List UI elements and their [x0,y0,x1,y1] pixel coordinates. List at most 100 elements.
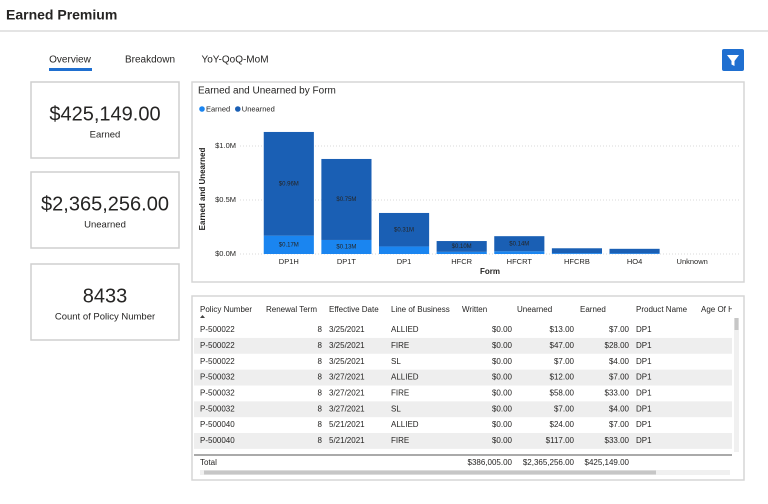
table-cell: P-500040 [200,436,235,445]
column-header: Product Name [636,305,688,314]
table-card [192,296,744,480]
x-tick-label: DP1 [397,257,412,266]
table-cell: $0.00 [492,325,513,334]
page-title: Earned Premium [6,7,117,23]
x-tick-label: HFCRT [507,257,533,266]
data-label: $0.13M [336,245,356,251]
table-cell: 3/25/2021 [329,325,365,334]
x-axis-title: Form [480,267,500,276]
table-cell: P-500032 [200,389,235,398]
table-cell: DP1 [636,357,652,366]
table-cell: DP1 [636,389,652,398]
table-cell: FIRE [391,389,409,398]
total-cell: $2,365,256.00 [523,458,575,467]
data-label: $0.17M [279,242,299,248]
v-scrollbar-thumb[interactable] [735,318,739,330]
tab[interactable]: YoY-QoQ-MoM [201,55,268,66]
bar-segment [437,252,487,254]
tab[interactable]: Overview [49,55,91,66]
x-tick-label: Unknown [677,257,708,266]
data-label: $0.31M [394,227,414,233]
table-cell: $24.00 [550,420,575,429]
table-cell: SL [391,357,401,366]
table-cell: $12.00 [550,373,575,382]
cards: $425,149.00Earned$2,365,256.00Unearned84… [31,82,179,340]
legend-label: Earned [206,104,230,113]
table-cell: $13.00 [550,325,575,334]
kpi-value: 8433 [83,285,128,307]
y-tick-label: $0.0M [215,249,236,258]
data-label: $0.14M [509,241,529,247]
bar-segment [494,251,544,254]
table-cell: $0.00 [492,389,513,398]
table-cell: 3/25/2021 [329,341,365,350]
bar-segment [552,248,602,253]
table-cell: P-500040 [200,420,235,429]
table-cell: P-500032 [200,373,235,382]
column-header: Written [462,305,487,314]
v-scrollbar[interactable] [734,318,739,452]
column-header: Unearned [517,305,552,314]
table-cell: 8 [318,420,323,429]
table-cell: $0.00 [492,420,513,429]
bar-segment [552,253,602,254]
filter-button[interactable] [722,49,744,71]
legend-marker [199,106,205,112]
table-cell: DP1 [636,341,652,350]
table-cell: $0.00 [492,436,513,445]
table-cell: $28.00 [605,341,630,350]
table-cell: 8 [318,325,323,334]
table-cell: 5/21/2021 [329,420,365,429]
y-tick-label: $0.5M [215,195,236,204]
legend-label: Unearned [242,104,275,113]
x-tick-label: HFCR [451,257,472,266]
table-cell: 8 [318,341,323,350]
tab[interactable]: Breakdown [125,55,175,66]
table-cell: ALLIED [391,420,419,429]
table-cell: SL [391,404,401,413]
column-header: Line of Business [391,305,450,314]
table-cell: $4.00 [609,357,630,366]
table-cell: 3/27/2021 [329,404,365,413]
kpi-label: Unearned [84,220,126,231]
chart-title: Earned and Unearned by Form [198,86,336,97]
table-cell: 8 [318,373,323,382]
table-cell: 3/25/2021 [329,357,365,366]
table-cell: P-500032 [200,404,235,413]
column-header: Effective Date [329,305,379,314]
legend-marker [235,106,241,112]
table-cell: 3/27/2021 [329,389,365,398]
table-cell: DP1 [636,420,652,429]
data-label: $0.96M [279,181,299,187]
table-cell: $0.00 [492,373,513,382]
table-cell: DP1 [636,436,652,445]
x-tick-label: HFCRB [564,257,590,266]
h-scrollbar-thumb[interactable] [204,471,656,475]
table-cell: $7.00 [609,325,630,334]
table-cell: $33.00 [605,436,630,445]
data-label: $0.75M [336,197,356,203]
table-cell: $58.00 [550,389,575,398]
table-cell: $7.00 [554,357,575,366]
y-tick-label: $1.0M [215,141,236,150]
table-cell: FIRE [391,436,409,445]
x-tick-label: DP1H [279,257,299,266]
column-header: Policy Number [200,305,252,314]
table-cell: 5/21/2021 [329,436,365,445]
table-cell: ALLIED [391,373,419,382]
table-cell: 8 [318,404,323,413]
total-label: Total [200,458,217,467]
table-cell: DP1 [636,373,652,382]
table-cell: $7.00 [609,373,630,382]
total-cell: $425,149.00 [585,458,630,467]
table-cell: $7.00 [609,420,630,429]
x-tick-label: HO4 [627,257,642,266]
table-cell: P-500022 [200,325,235,334]
x-tick-label: DP1T [337,257,357,266]
table-cell: $117.00 [546,436,575,445]
table-cell: DP1 [636,404,652,413]
table-cell: $33.00 [605,389,630,398]
y-axis-title: Earned and Unearned [198,148,207,231]
table-cell: $7.00 [554,404,575,413]
